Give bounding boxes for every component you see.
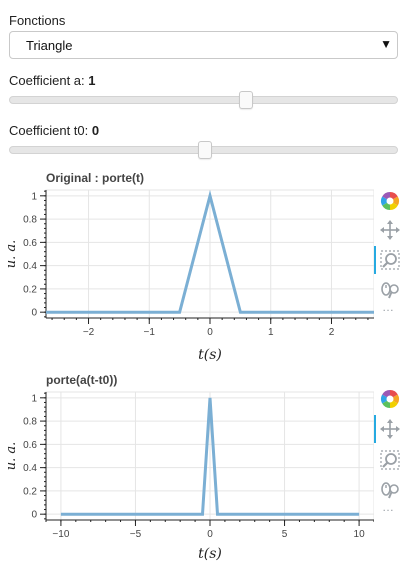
chart1-x-tick-label: −2 <box>83 327 95 338</box>
chart1-y-tick-label: 1 <box>31 191 37 202</box>
coefficient-t0-value: 0 <box>91 123 100 138</box>
chart1-x-axis-label: t(s) <box>198 347 222 363</box>
coefficient-a-slider-handle[interactable] <box>238 91 253 109</box>
chart2-y-tick-label: 0 <box>31 510 37 521</box>
wheel-zoom-icon[interactable] <box>379 280 401 302</box>
function-select[interactable]: Triangle ▼ <box>9 31 398 59</box>
wheel-zoom-icon[interactable] <box>379 480 401 502</box>
bokeh-logo-icon[interactable] <box>379 190 401 212</box>
coefficient-t0-slider-handle[interactable] <box>197 141 212 159</box>
chart1-y-tick-label: 0.6 <box>23 238 37 249</box>
chart1-y-tick-label: 0.2 <box>23 284 37 295</box>
chart1-y-tick-label: 0 <box>31 308 37 319</box>
chart1-x-tick-label: −1 <box>144 327 156 338</box>
coefficient-a-label: Coefficient a: 1 <box>9 73 96 88</box>
function-select-value: Triangle <box>26 38 73 53</box>
chart2-x-tick-label: −5 <box>130 529 142 540</box>
box-zoom-icon[interactable] <box>379 249 401 271</box>
chart2-x-tick-label: 10 <box>354 529 366 540</box>
chart2-y-axis-label: u. a. <box>4 442 19 471</box>
coefficient-a-slider[interactable] <box>9 91 398 109</box>
coefficient-t0-name: Coefficient t0: <box>9 123 92 138</box>
bokeh-logo-icon[interactable] <box>379 388 401 410</box>
chart2-x-tick-label: 5 <box>282 529 288 540</box>
coefficient-a-value: 1 <box>88 73 96 88</box>
chart2-x-tick-label: −10 <box>52 529 69 540</box>
chart2-y-tick-label: 1 <box>31 393 37 404</box>
pan-icon[interactable] <box>379 219 401 241</box>
chevron-down-icon: ▼ <box>380 37 392 51</box>
chart1-series-line <box>46 189 374 314</box>
chart1-y-tick-label: 0.8 <box>23 215 37 226</box>
active-tool-indicator <box>374 415 376 443</box>
chart1-x-tick-label: 1 <box>268 327 274 338</box>
chart2-x-tick-label: 0 <box>207 529 213 540</box>
chart2-x-axis-label: t(s) <box>198 546 222 562</box>
functions-label: Fonctions <box>9 13 66 28</box>
pan-icon[interactable] <box>379 418 401 440</box>
more-icon[interactable]: … <box>382 500 394 514</box>
active-tool-indicator <box>374 246 376 274</box>
more-icon[interactable]: … <box>382 300 394 314</box>
chart1-x-tick-label: 2 <box>329 327 335 338</box>
coefficient-a-name: Coefficient a: <box>9 73 89 88</box>
coefficient-t0-label: Coefficient t0: 0 <box>9 123 99 138</box>
chart2-y-tick-label: 0.6 <box>23 440 37 451</box>
coefficient-t0-slider[interactable] <box>9 141 398 159</box>
box-zoom-icon[interactable] <box>379 449 401 471</box>
chart2-title: porte(a(t-t0)) <box>46 373 117 387</box>
chart2-y-tick-label: 0.2 <box>23 486 37 497</box>
transformed-plot[interactable]: porte(a(t-t0)) −10 −5 0 5 10 0 0.2 0.4 0.6 0.8 1 t(s… <box>0 372 374 569</box>
original-plot[interactable]: Original : porte(t) −2 −1 0 1 2 0 0.2 0.4 0.6 0.8 1… <box>0 168 374 368</box>
chart2-y-tick-label: 0.8 <box>23 417 37 428</box>
chart2-y-tick-label: 0.4 <box>23 463 37 474</box>
chart2-series-line <box>60 397 360 516</box>
chart1-title: Original : porte(t) <box>46 171 144 185</box>
chart1-y-axis-label: u. a. <box>4 240 19 269</box>
chart1-y-tick-label: 0.4 <box>23 261 37 272</box>
chart1-x-tick-label: 0 <box>207 327 213 338</box>
